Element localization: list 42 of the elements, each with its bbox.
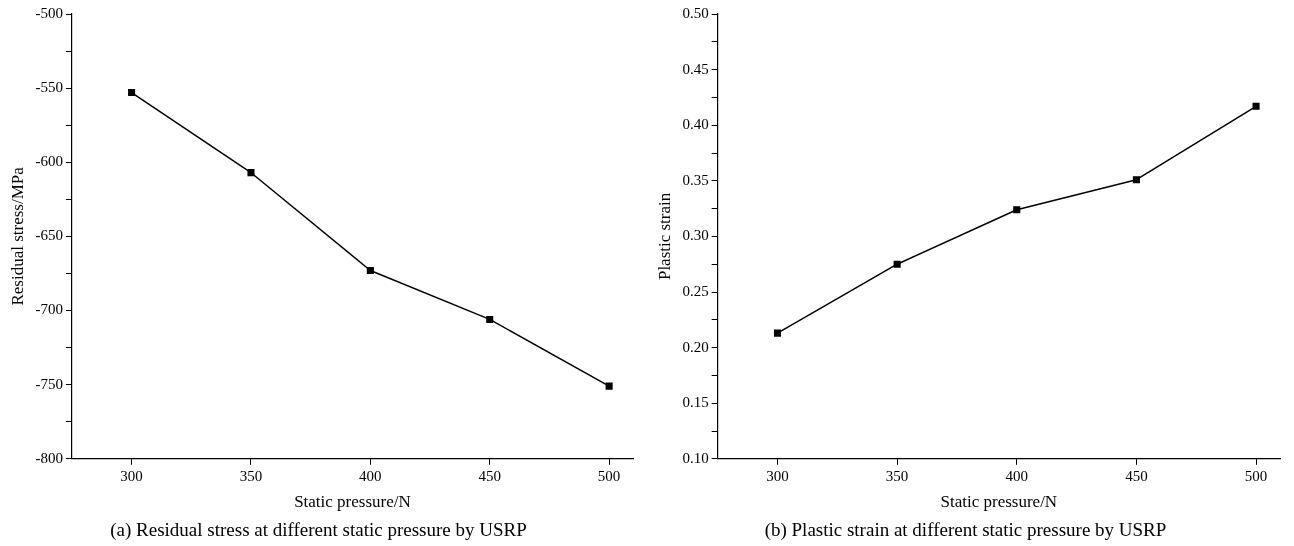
x-tick-label: 500 <box>597 467 621 484</box>
x-tick-label: 350 <box>239 467 263 484</box>
point <box>486 315 494 323</box>
x-tick-label: 300 <box>766 467 789 484</box>
y-tick-label: 0.20 <box>682 338 709 355</box>
point <box>773 329 782 337</box>
y-tick-label: 0.40 <box>682 116 709 133</box>
point <box>366 266 374 275</box>
x-axis-title: Static pressure/N <box>940 492 1058 512</box>
y-tick-label: 0.25 <box>682 282 709 299</box>
y-tick-label: -650 <box>35 227 63 244</box>
x-tick-label: 350 <box>885 467 909 484</box>
x-tick-label: 300 <box>120 467 143 484</box>
point <box>128 89 136 97</box>
x-tick-label: 450 <box>1125 467 1148 484</box>
x-tick-label: 450 <box>478 467 501 484</box>
y-tick-label: -800 <box>35 449 63 466</box>
y-tick-label: -750 <box>35 375 63 392</box>
y-tick-label: -600 <box>35 153 63 170</box>
y-axis-title: Plastic strain <box>654 192 674 281</box>
point <box>605 382 613 390</box>
point <box>1132 176 1140 184</box>
x-tick-label: 500 <box>1244 467 1268 484</box>
y-tick-label: 0.45 <box>682 60 709 77</box>
y-axis-title: Residual stress/MPa <box>7 166 27 306</box>
point <box>893 260 901 268</box>
y-tick-label: -500 <box>35 4 63 21</box>
text: (b) Plastic strain at different static pressure by USRP <box>764 518 1167 541</box>
x-tick-label: 400 <box>359 467 382 484</box>
text: (a) Residual stress at different static pressure by USRP <box>110 518 527 541</box>
y-tick-label: -700 <box>35 301 63 318</box>
point <box>247 169 255 177</box>
y-tick-label: 0.10 <box>682 449 709 466</box>
y-tick-label: 0.50 <box>682 4 709 21</box>
y-tick-label: 0.35 <box>682 171 709 188</box>
y-tick-label: 0.30 <box>682 227 709 244</box>
y-tick-label: -550 <box>35 79 63 96</box>
point <box>1252 102 1260 110</box>
point <box>1013 206 1021 214</box>
x-axis-title: Static pressure/N <box>294 492 411 512</box>
x-tick-label: 400 <box>1005 467 1029 484</box>
y-tick-label: 0.15 <box>682 394 709 411</box>
